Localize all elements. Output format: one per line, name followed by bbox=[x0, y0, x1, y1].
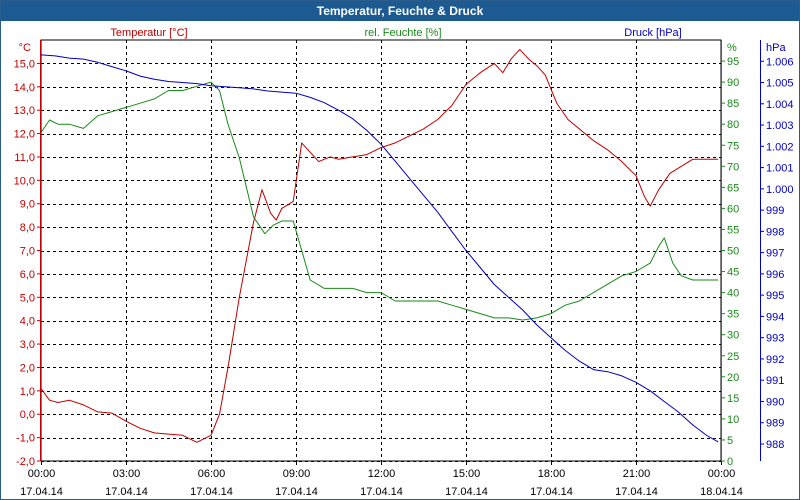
temperature-tick-label: 0,0 bbox=[20, 409, 35, 421]
pressure-series-line bbox=[40, 54, 719, 443]
temperature-tick-label: 4,0 bbox=[20, 316, 35, 328]
humidity-tick-label: 60 bbox=[727, 203, 739, 215]
series-lines bbox=[40, 48, 719, 443]
pressure-tick-label: 990 bbox=[766, 396, 784, 408]
humidity-tick-label: 40 bbox=[727, 288, 739, 300]
x-tick-date: 18.04.14 bbox=[700, 486, 743, 498]
humidity-tick-label: 70 bbox=[727, 161, 739, 173]
humidity-tick-label: 95 bbox=[727, 56, 739, 68]
x-tick-time: 06:00 bbox=[198, 468, 226, 480]
temperature-axis-label: Temperatur [°C] bbox=[110, 27, 187, 39]
pressure-tick-label: 988 bbox=[766, 439, 784, 451]
humidity-tick-label: 10 bbox=[727, 414, 739, 426]
temperature-tick-label: 2,0 bbox=[20, 362, 35, 374]
temperature-series-line bbox=[40, 48, 719, 443]
humidity-tick-label: 90 bbox=[727, 77, 739, 89]
temperature-tick-label: 15,0 bbox=[14, 58, 35, 70]
pressure-tick-label: 989 bbox=[766, 418, 784, 430]
temperature-tick-label: -2,0 bbox=[16, 456, 35, 468]
x-tick-date: 17.04.14 bbox=[190, 486, 233, 498]
humidity-tick-label: 50 bbox=[727, 246, 739, 258]
x-tick-date: 17.04.14 bbox=[20, 486, 63, 498]
humidity-tick-label: 65 bbox=[727, 182, 739, 194]
temperature-tick-label: 8,0 bbox=[20, 222, 35, 234]
pressure-tick-label: 992 bbox=[766, 354, 784, 366]
humidity-series-line bbox=[40, 81, 719, 321]
chart-title: Temperatur, Feuchte & Druck bbox=[1, 1, 799, 21]
humidity-axis-label: rel. Feuchte [%] bbox=[364, 27, 441, 39]
pressure-tick-label: 1.002 bbox=[766, 141, 794, 153]
humidity-tick-label: 0 bbox=[727, 456, 733, 468]
humidity-tick-label: 30 bbox=[727, 330, 739, 342]
x-tick-date: 17.04.14 bbox=[615, 486, 658, 498]
x-tick-date: 17.04.14 bbox=[445, 486, 488, 498]
x-tick-date: 17.04.14 bbox=[360, 486, 403, 498]
x-tick-time: 18:00 bbox=[538, 468, 566, 480]
temperature-tick-label: -1,0 bbox=[16, 433, 35, 445]
temperature-tick-label: 7,0 bbox=[20, 246, 35, 258]
pressure-tick-label: 994 bbox=[766, 311, 784, 323]
humidity-unit: % bbox=[727, 42, 737, 54]
temperature-tick-label: 14,0 bbox=[14, 82, 35, 94]
humidity-tick-label: 25 bbox=[727, 351, 739, 363]
pressure-tick-label: 1.003 bbox=[766, 120, 794, 132]
pressure-tick-label: 1.005 bbox=[766, 78, 794, 90]
x-tick-time: 00:00 bbox=[28, 468, 56, 480]
x-tick-time: 15:00 bbox=[453, 468, 481, 480]
x-tick-date: 17.04.14 bbox=[530, 486, 573, 498]
x-tick-time: 09:00 bbox=[283, 468, 311, 480]
pressure-tick-label: 1.000 bbox=[766, 184, 794, 196]
humidity-tick-label: 15 bbox=[727, 393, 739, 405]
humidity-tick-label: 20 bbox=[727, 372, 739, 384]
x-tick-time: 12:00 bbox=[368, 468, 396, 480]
chart-canvas: 00:00 17.04.14 03:00 17.04.14 06:00 17.04.14 0… bbox=[14, 27, 794, 498]
temperature-tick-label: 1,0 bbox=[20, 386, 35, 398]
x-tick-date: 17.04.14 bbox=[105, 486, 148, 498]
pressure-unit: hPa bbox=[766, 42, 786, 54]
x-tick-time: 00:00 bbox=[708, 468, 736, 480]
temperature-tick-label: 9,0 bbox=[20, 199, 35, 211]
temperature-unit: °C bbox=[19, 42, 31, 54]
humidity-tick-label: 80 bbox=[727, 119, 739, 131]
pressure-tick-label: 997 bbox=[766, 248, 784, 260]
humidity-tick-label: 45 bbox=[727, 267, 739, 279]
humidity-tick-label: 5 bbox=[727, 435, 733, 447]
pressure-tick-label: 996 bbox=[766, 269, 784, 281]
humidity-tick-label: 35 bbox=[727, 309, 739, 321]
humidity-tick-label: 75 bbox=[727, 140, 739, 152]
x-tick-time: 21:00 bbox=[623, 468, 651, 480]
temperature-tick-label: 13,0 bbox=[14, 105, 35, 117]
pressure-tick-label: 1.001 bbox=[766, 163, 794, 175]
temperature-tick-label: 5,0 bbox=[20, 292, 35, 304]
pressure-tick-label: 1.004 bbox=[766, 99, 794, 111]
pressure-axis-label: Druck [hPa] bbox=[624, 27, 681, 39]
pressure-tick-label: 995 bbox=[766, 290, 784, 302]
humidity-tick-label: 55 bbox=[727, 224, 739, 236]
pressure-tick-label: 993 bbox=[766, 333, 784, 345]
axes: 00:00 17.04.14 03:00 17.04.14 06:00 17.04.14 0… bbox=[14, 27, 794, 498]
temperature-tick-label: 3,0 bbox=[20, 339, 35, 351]
x-tick-date: 17.04.14 bbox=[275, 486, 318, 498]
pressure-tick-label: 991 bbox=[766, 375, 784, 387]
pressure-tick-label: 999 bbox=[766, 205, 784, 217]
x-tick-time: 03:00 bbox=[113, 468, 141, 480]
temperature-tick-label: 10,0 bbox=[14, 175, 35, 187]
grid-lines bbox=[40, 39, 722, 462]
pressure-tick-label: 998 bbox=[766, 226, 784, 238]
temperature-tick-label: 11,0 bbox=[14, 152, 35, 164]
temperature-tick-label: 12,0 bbox=[14, 129, 35, 141]
temperature-tick-label: 6,0 bbox=[20, 269, 35, 281]
humidity-tick-label: 85 bbox=[727, 98, 739, 110]
pressure-tick-label: 1.006 bbox=[766, 56, 794, 68]
